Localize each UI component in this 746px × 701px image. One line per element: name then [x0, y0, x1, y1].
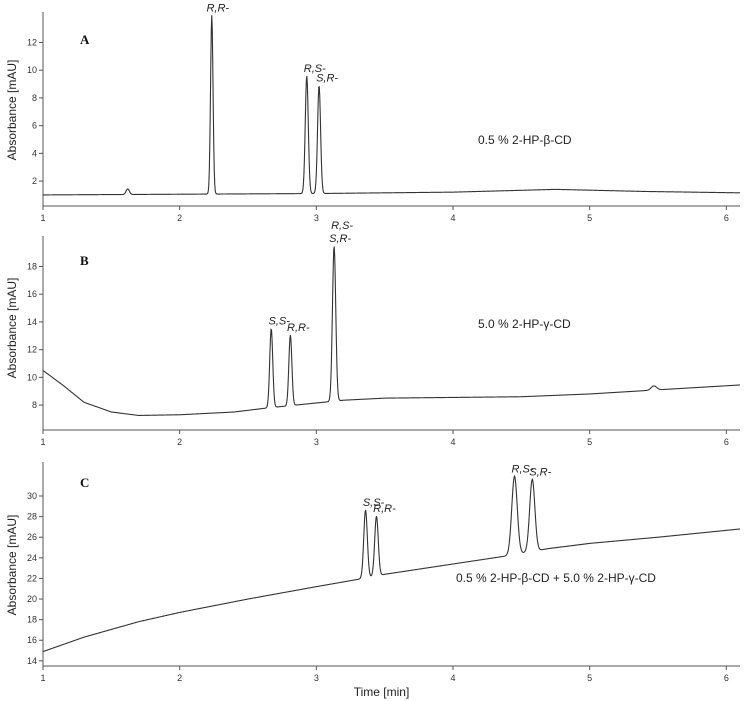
panel-c-ytick-label: 20 — [27, 594, 37, 604]
panel-b-xtick-label: 4 — [450, 437, 455, 447]
panel-b-ytick-label: 18 — [27, 261, 37, 271]
panel-c-xtick-label: 4 — [450, 673, 455, 683]
panel-b-peak-label: R,R- — [287, 322, 310, 334]
panel-b-peak-label: S,R- — [329, 233, 351, 245]
panel-c-ytick-label: 28 — [27, 512, 37, 522]
panel-a-chromatogram-trace — [43, 15, 741, 196]
panel-c-ytick-label: 18 — [27, 615, 37, 625]
panel-c-xtick-label: 2 — [177, 673, 182, 683]
panel-c-ytick-label: 22 — [27, 573, 37, 583]
panel-c-xtick-label: 3 — [314, 673, 319, 683]
panel-a-peak-label: R,S- — [304, 63, 326, 75]
panel-a-letter: A — [80, 32, 90, 47]
panel-a-ytick-label: 6 — [32, 121, 37, 131]
panel-b-peak-label: S,S- — [269, 316, 291, 328]
panel-a-y-axis-title: Absorbance [mAU] — [5, 60, 19, 161]
panel-b-letter: B — [80, 253, 89, 268]
panel-a-xtick-label: 5 — [587, 213, 592, 223]
panel-a-peak-label: S,S- — [209, 0, 231, 1]
panel-a-ytick-label: 12 — [27, 37, 37, 47]
panel-c-x-axis-title: Time [min] — [354, 685, 410, 699]
panel-b-peak-label: R,S- — [331, 220, 353, 232]
panel-c-peak-label: S,S- — [363, 497, 385, 509]
panel-a-xtick-label: 6 — [724, 213, 729, 223]
panel-b-xtick-label: 2 — [177, 437, 182, 447]
panel-c-ytick-label: 26 — [27, 532, 37, 542]
panel-c-peak-label: R,S- — [512, 463, 534, 475]
panel-c-peak-label: S,R- — [529, 466, 551, 478]
panel-a-xtick-label: 3 — [314, 213, 319, 223]
panel-c-y-axis-title: Absorbance [mAU] — [5, 515, 19, 616]
panel-a-ytick-label: 2 — [32, 176, 37, 186]
panel-b-ytick-label: 16 — [27, 289, 37, 299]
panel-b-xtick-label: 5 — [587, 437, 592, 447]
panel-a-ytick-label: 10 — [27, 65, 37, 75]
panel-c-xtick-label: 5 — [587, 673, 592, 683]
panel-a-peak-label: S,R- — [316, 72, 338, 84]
panel-b-xtick-label: 3 — [314, 437, 319, 447]
panel-a-peak-label: R,R- — [206, 2, 229, 14]
panel-c-chromatogram-trace — [42, 474, 741, 653]
panel-b-condition-label: 5.0 % 2-HP-γ-CD — [478, 317, 571, 331]
panel-b-chromatogram-trace — [42, 246, 741, 416]
panel-c-letter: C — [80, 475, 89, 490]
panel-b-xtick-label: 6 — [724, 437, 729, 447]
panel-c: 14 16 18 20 22 24 26 28 30 1 2 3 4 5 6 Absorbance [mAU]… — [5, 462, 741, 699]
panel-a-xtick-label: 1 — [40, 213, 45, 223]
panel-c-xtick-label: 6 — [724, 673, 729, 683]
panel-b-ytick-label: 8 — [32, 400, 37, 410]
panel-c-peak-label: R,R- — [373, 503, 396, 515]
panel-c-condition-label: 0.5 % 2-HP-β-CD + 5.0 % 2-HP-γ-CD — [456, 571, 656, 585]
panel-b-xtick-label: 1 — [40, 437, 45, 447]
panel-a-xtick-label: 4 — [450, 213, 455, 223]
panel-b-ytick-label: 14 — [27, 317, 37, 327]
panel-a-ytick-label: 4 — [32, 148, 37, 158]
panel-b-y-axis-title: Absorbance [mAU] — [5, 278, 19, 379]
panel-c-ytick-label: 14 — [27, 656, 37, 666]
panel-c-ytick-label: 16 — [27, 635, 37, 645]
panel-b-ytick-label: 12 — [27, 345, 37, 355]
panel-a-condition-label: 0.5 % 2-HP-β-CD — [478, 133, 572, 147]
panel-a-ytick-label: 8 — [32, 93, 37, 103]
panel-c-ytick-label: 30 — [27, 491, 37, 501]
panel-c-xtick-label: 1 — [40, 673, 45, 683]
panel-b-ytick-label: 10 — [27, 372, 37, 382]
panel-a-xtick-label: 2 — [177, 213, 182, 223]
panel-c-ytick-label: 24 — [27, 553, 37, 563]
